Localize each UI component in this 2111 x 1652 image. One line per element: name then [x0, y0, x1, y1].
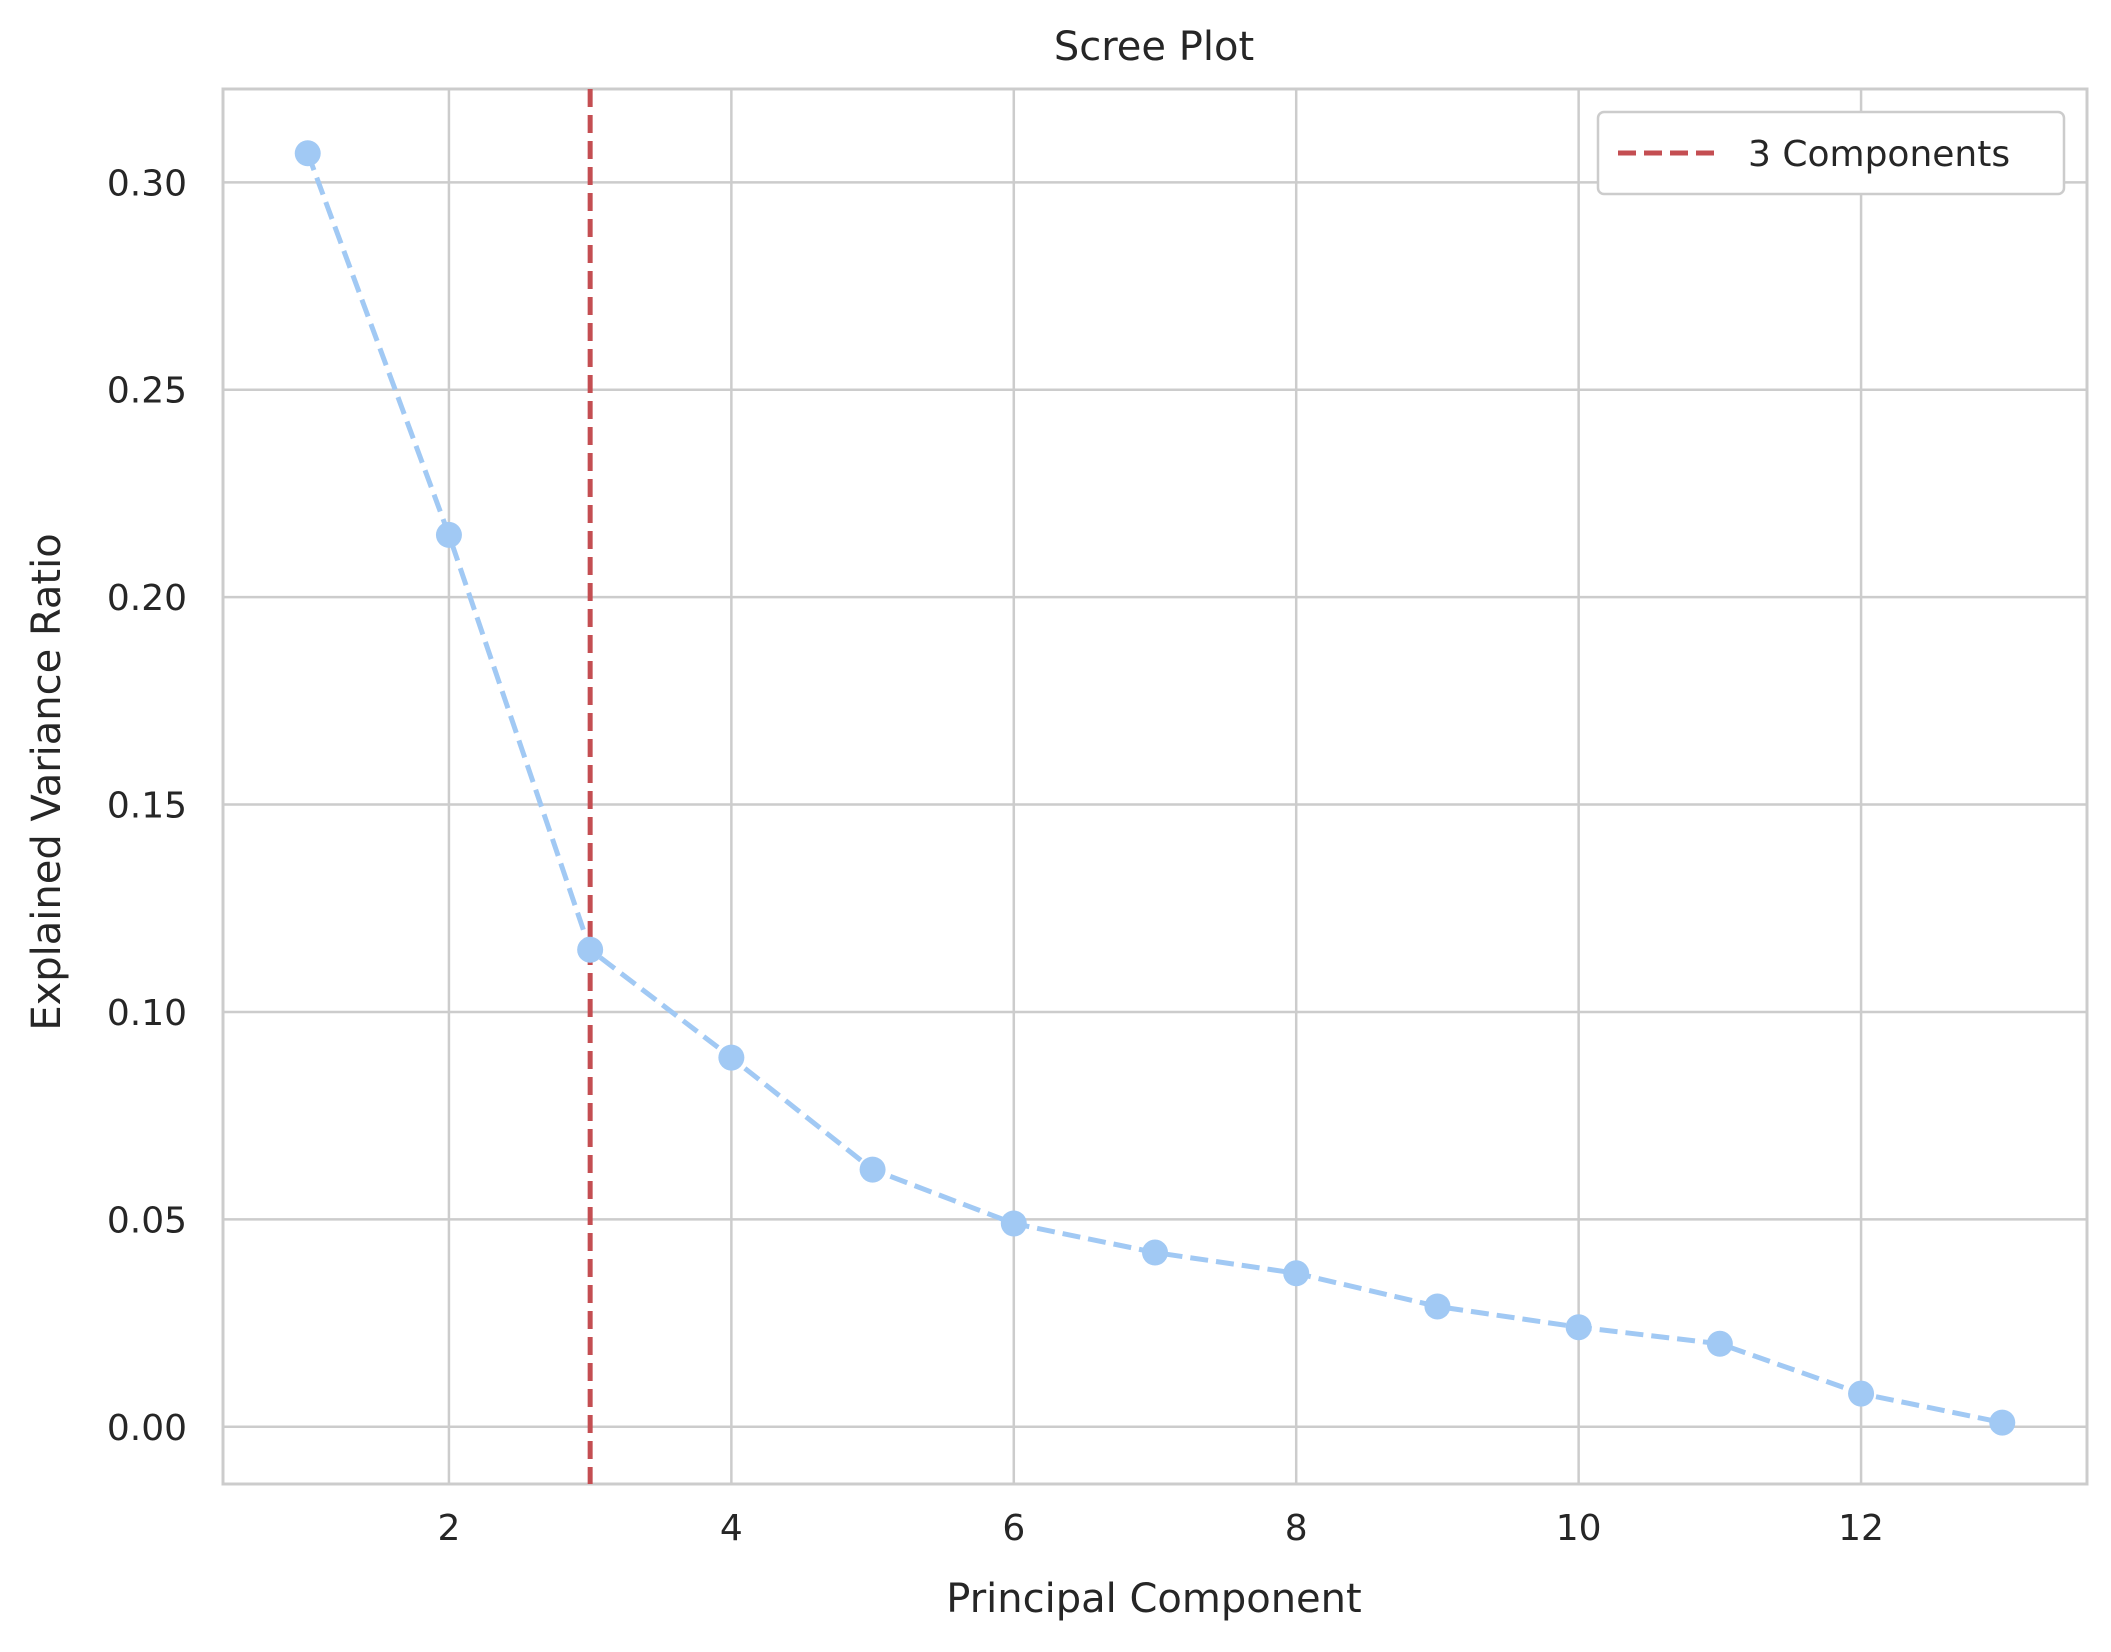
- y-tick-label: 0.20: [107, 578, 187, 619]
- y-tick-label: 0.30: [107, 163, 187, 204]
- y-tick-label: 0.10: [107, 993, 187, 1034]
- series: [294, 140, 2016, 1436]
- data-point: [1565, 1314, 1592, 1341]
- x-tick-label: 4: [720, 1508, 743, 1549]
- legend-label: 3 Components: [1748, 134, 2010, 175]
- data-point: [859, 1156, 886, 1183]
- legend-box: [1596, 110, 2066, 196]
- data-point: [1283, 1260, 1310, 1287]
- data-point: [577, 936, 604, 963]
- data-point: [1706, 1330, 1733, 1357]
- data-point: [1989, 1409, 2016, 1436]
- x-tick-label: 10: [1556, 1508, 1602, 1549]
- data-point: [1000, 1210, 1027, 1237]
- y-tick-label: 0.05: [107, 1200, 187, 1241]
- x-tick-label: 6: [1002, 1508, 1025, 1549]
- x-axis-label: Principal Component: [946, 1576, 1361, 1622]
- data-point: [1424, 1293, 1451, 1320]
- y-tick-label: 0.00: [107, 1408, 187, 1449]
- legend: 3 Components: [1596, 110, 2066, 196]
- x-tick-label: 12: [1838, 1508, 1884, 1549]
- chart-title: Scree Plot: [1054, 24, 1254, 70]
- data-point: [1142, 1239, 1168, 1266]
- y-tick-labels: 0.00 0.05 0.10 0.15 0.20 0.25 0.30: [107, 163, 187, 1448]
- y-tick-label: 0.15: [107, 786, 187, 827]
- y-tick-label: 0.25: [107, 371, 187, 412]
- data-point: [718, 1044, 745, 1071]
- data-point: [435, 521, 462, 548]
- x-tick-label: 2: [437, 1508, 460, 1549]
- y-axis-label: Explained Variance Ratio: [24, 533, 70, 1030]
- plot-frame: [221, 87, 2089, 1486]
- x-tick-labels: 2 4 6 8 10 12: [437, 1508, 1883, 1549]
- data-point: [1848, 1380, 1875, 1407]
- x-tick-label: 8: [1285, 1508, 1308, 1549]
- data-point: [294, 140, 321, 167]
